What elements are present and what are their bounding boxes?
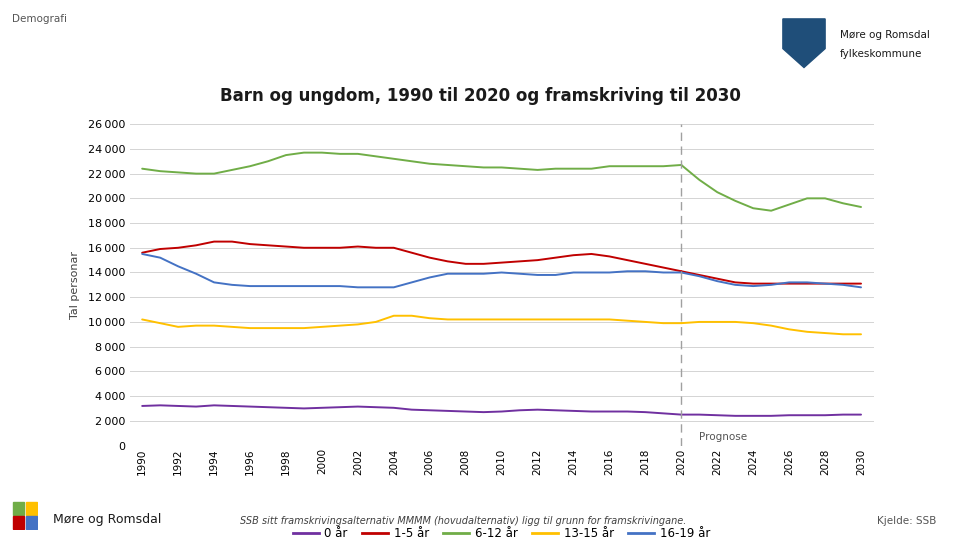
Text: Prognose: Prognose [699,432,748,442]
Text: Møre og Romsdal: Møre og Romsdal [53,514,161,526]
Legend: 0 år, 1-5 år, 6-12 år, 13-15 år, 16-19 år: 0 år, 1-5 år, 6-12 år, 13-15 år, 16-19 å… [288,522,715,540]
Text: fylkeskommune: fylkeskommune [840,49,923,59]
Text: Barn og ungdom, 1990 til 2020 og framskriving til 2030: Barn og ungdom, 1990 til 2020 og framskr… [220,87,740,105]
Text: SSB sitt framskrivingsalternativ MMMM (hovudalternativ) ligg til grunn for frams: SSB sitt framskrivingsalternativ MMMM (h… [240,516,686,526]
Text: Demografi: Demografi [12,14,66,24]
Y-axis label: Tal personar: Tal personar [70,251,80,319]
Text: Møre og Romsdal: Møre og Romsdal [840,30,930,40]
Bar [12,502,24,515]
Bar [26,502,37,515]
Bar [26,516,37,529]
Bar [12,516,24,529]
Polygon shape [783,19,826,68]
Text: Kjelde: SSB: Kjelde: SSB [876,516,936,526]
